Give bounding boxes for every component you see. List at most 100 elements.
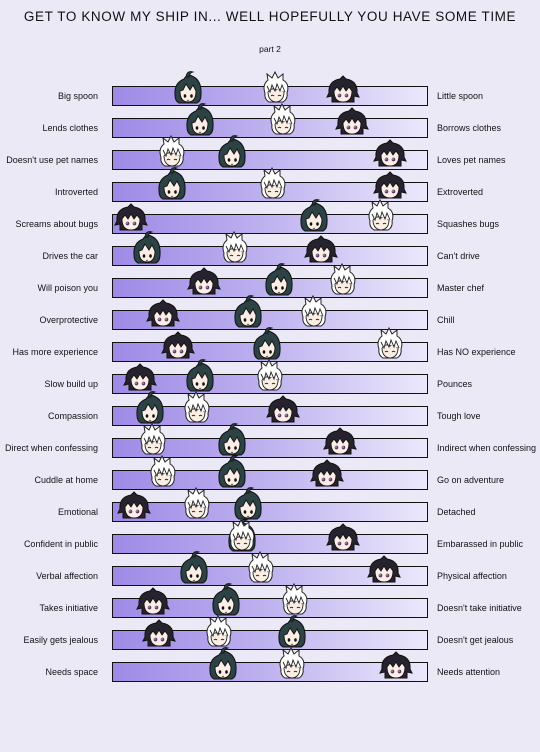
white-hair-head-icon <box>259 70 293 105</box>
dark-teal-hair-head-icon <box>177 551 211 585</box>
scale-left-label: Needs space <box>45 667 98 677</box>
scale-bar <box>112 502 428 522</box>
scale-right-label: Tough love <box>437 411 481 421</box>
scale-left-label: Slow build up <box>44 379 98 389</box>
scale-right-label: Master chef <box>437 283 485 293</box>
dark-purple-hair-head-icon <box>325 519 360 553</box>
scale-left-label: Doesn't use pet names <box>6 155 98 165</box>
dark-teal-hair-head-icon <box>215 455 249 489</box>
scale-bar <box>112 150 428 170</box>
scale-right-label: Detached <box>437 507 476 517</box>
white-hair-head-icon <box>136 422 170 457</box>
page-subtitle: part 2 <box>259 44 281 54</box>
white-hair-head-icon <box>244 550 278 585</box>
scale-right-label: Has NO experience <box>437 347 516 357</box>
scale-right-label: Extroverted <box>437 187 484 197</box>
dark-teal-hair-head-icon <box>275 615 309 649</box>
scale-row: Verbal affection Physical affection <box>0 550 540 588</box>
scale-bar <box>112 662 428 682</box>
white-hair-head-icon <box>364 198 398 233</box>
white-hair-head-icon <box>297 294 331 329</box>
dark-teal-hair-head-icon <box>171 71 205 105</box>
scale-bar <box>112 246 428 266</box>
scale-left-label: Overprotective <box>39 315 98 325</box>
dark-purple-hair-head-icon <box>117 487 152 521</box>
scale-right-label: Borrows clothes <box>437 123 502 133</box>
scale-row: Easily gets jealous Doesn't get jealous <box>0 614 540 652</box>
dark-purple-hair-head-icon <box>366 551 401 585</box>
white-hair-head-icon <box>180 390 214 425</box>
dark-purple-hair-head-icon <box>335 103 370 137</box>
dark-purple-hair-head-icon <box>142 615 177 649</box>
scale-left-label: Screams about bugs <box>15 219 98 229</box>
scale-row: Doesn't use pet names Loves pet names <box>0 134 540 172</box>
dark-teal-hair-head-icon <box>183 359 217 393</box>
dark-purple-hair-head-icon <box>379 647 414 681</box>
scale-right-label: Embarassed in public <box>437 539 524 549</box>
scale-row: Screams about bugs Squashes bugs <box>0 198 540 236</box>
scale-row: Compassion Tough love <box>0 390 540 428</box>
white-hair-head-icon <box>373 326 407 361</box>
dark-purple-hair-head-icon <box>265 391 300 425</box>
dark-teal-hair-head-icon <box>297 199 331 233</box>
scale-row: Confident in public Embarassed in public <box>0 518 540 556</box>
scale-left-label: Verbal affection <box>36 571 98 581</box>
dark-teal-hair-head-icon <box>155 167 189 201</box>
white-hair-head-icon <box>155 134 189 169</box>
dark-purple-hair-head-icon <box>303 231 338 265</box>
scale-row: Takes initiative Doesn't take initiative <box>0 582 540 620</box>
dark-teal-hair-head-icon <box>133 391 167 425</box>
scale-right-label: Pounces <box>437 379 473 389</box>
scale-row: Drives the car Can't drive <box>0 230 540 268</box>
scale-right-label: Indirect when confessing <box>437 443 537 453</box>
scale-bar <box>112 598 428 618</box>
white-hair-head-icon <box>225 518 259 553</box>
dark-purple-hair-head-icon <box>145 295 180 329</box>
scale-row: Will poison you Master chef <box>0 262 540 300</box>
dark-purple-hair-head-icon <box>161 327 196 361</box>
scale-row: Emotional Detached <box>0 486 540 524</box>
scale-left-label: Introverted <box>54 187 98 197</box>
white-hair-head-icon <box>253 358 287 393</box>
white-hair-head-icon <box>266 102 300 137</box>
scale-left-label: Lends clothes <box>42 123 98 133</box>
scale-row: Introverted Extroverted <box>0 166 540 204</box>
dark-purple-hair-head-icon <box>309 455 344 489</box>
white-hair-head-icon <box>180 486 214 521</box>
dark-teal-hair-head-icon <box>250 327 284 361</box>
scale-left-label: Compassion <box>47 411 98 421</box>
dark-purple-hair-head-icon <box>114 199 148 233</box>
scale-left-label: Has more experience <box>12 347 98 357</box>
dark-purple-hair-head-icon <box>322 423 357 457</box>
scale-right-label: Doesn't get jealous <box>437 635 514 645</box>
scale-bar <box>112 630 428 650</box>
scale-left-label: Easily gets jealous <box>23 635 98 645</box>
dark-teal-hair-head-icon <box>262 263 296 297</box>
scale-left-label: Big spoon <box>57 91 98 101</box>
scale-right-label: Can't drive <box>437 251 480 261</box>
dark-purple-hair-head-icon <box>123 359 158 393</box>
white-hair-head-icon <box>278 582 312 617</box>
dark-purple-hair-head-icon <box>136 583 170 617</box>
dark-teal-hair-head-icon <box>209 583 243 617</box>
white-hair-head-icon <box>146 454 180 489</box>
scale-left-label: Will poison you <box>37 283 98 293</box>
white-hair-head-icon <box>218 230 252 265</box>
scale-right-label: Chill <box>437 315 455 325</box>
dark-teal-hair-head-icon <box>130 231 164 265</box>
scale-row: Slow build up Pounces <box>0 358 540 396</box>
scale-left-label: Takes initiative <box>39 603 98 613</box>
scale-row: Overprotective Chill <box>0 294 540 332</box>
scale-left-label: Emotional <box>57 507 98 517</box>
scale-right-label: Doesn't take initiative <box>437 603 522 613</box>
scale-right-label: Loves pet names <box>437 155 506 165</box>
dark-purple-hair-head-icon <box>373 167 407 201</box>
dark-teal-hair-head-icon <box>215 135 249 169</box>
scale-left-label: Confident in public <box>23 539 98 549</box>
scale-right-label: Squashes bugs <box>437 219 500 229</box>
scale-row: Cuddle at home Go on adventure <box>0 454 540 492</box>
scale-right-label: Physical affection <box>437 571 507 581</box>
white-hair-head-icon <box>275 646 309 681</box>
scale-left-label: Cuddle at home <box>34 475 98 485</box>
dark-purple-hair-head-icon <box>186 263 221 297</box>
